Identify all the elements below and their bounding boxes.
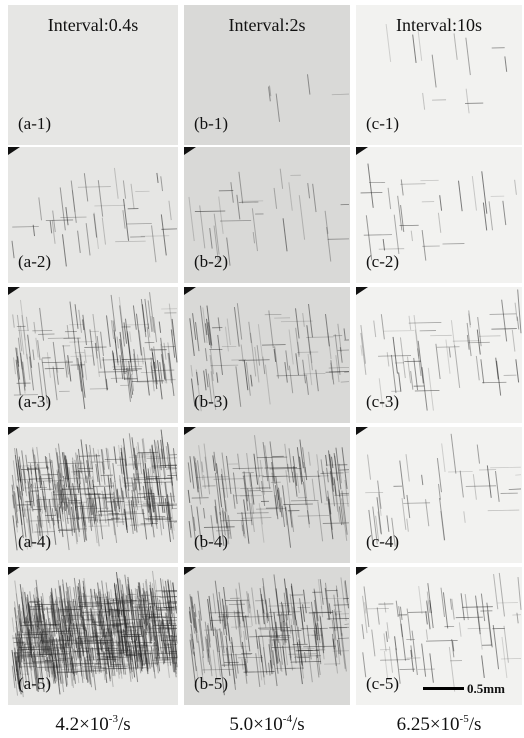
micrograph-panel: (b-2) [184, 147, 350, 283]
panel-label: (c-3) [366, 392, 399, 411]
slip-line [36, 506, 61, 507]
slip-line [295, 656, 321, 657]
column-header: Interval:2s [229, 15, 306, 35]
slip-line [12, 227, 39, 228]
slip-line [166, 469, 177, 470]
micrograph-panel: (a-5) [8, 567, 178, 705]
slip-line [110, 642, 136, 643]
micrograph-panel: (c-3) [356, 287, 522, 423]
slip-line [61, 669, 89, 670]
slip-line [501, 658, 521, 659]
slip-line [126, 654, 152, 655]
slip-line [341, 382, 349, 383]
slip-line [60, 217, 86, 218]
slip-line [291, 500, 319, 501]
slip-line [211, 365, 239, 366]
slip-line [509, 489, 521, 490]
panel-label: (a-3) [18, 392, 51, 411]
rate-base: 6.25×10 [397, 714, 460, 735]
column-header: Interval:10s [396, 15, 482, 35]
slip-line [289, 654, 317, 655]
slip-line [141, 236, 169, 237]
panel-label: (c-1) [366, 114, 399, 133]
panel-label: (c-5) [366, 674, 399, 693]
slip-line [99, 372, 127, 373]
micrograph-panel: (c-4) [356, 427, 522, 563]
slip-line [490, 314, 517, 315]
slip-line [146, 519, 171, 520]
slip-line [306, 337, 333, 338]
slip-line [46, 220, 73, 221]
slip-line [107, 519, 134, 520]
slip-line [162, 591, 177, 592]
panel-label: (b-3) [194, 392, 228, 411]
rate-unit: /s [292, 714, 305, 735]
slip-line [96, 625, 123, 626]
slip-line [515, 475, 521, 476]
panel-label: (b-4) [194, 532, 228, 551]
slip-line [400, 184, 425, 185]
strain-rate: 4.2×10-3/s [55, 713, 130, 735]
panel-label: (a-1) [18, 114, 51, 133]
slip-line [262, 476, 288, 477]
strain-rate: 6.25×10-5/s [397, 713, 482, 735]
slip-line [59, 529, 87, 530]
slip-line [48, 338, 75, 339]
column-header: Interval:0.4s [48, 15, 138, 35]
rate-unit: /s [118, 714, 131, 735]
slip-line [12, 638, 38, 639]
panel-label: (c-4) [366, 532, 399, 551]
rate-base: 4.2×10 [55, 714, 108, 735]
slip-line [456, 617, 483, 618]
panel-label: (a-2) [18, 252, 51, 271]
micrograph-panel: (a-3) [8, 287, 178, 423]
panel-label: (b-5) [194, 674, 228, 693]
slip-line [127, 223, 152, 224]
panel-label: (a-5) [18, 674, 51, 693]
slip-line [379, 249, 404, 250]
micrograph-panel: (a-4) [8, 427, 178, 563]
slip-line [364, 235, 392, 236]
micrograph-panel: (b-4) [184, 427, 350, 563]
panel-label: (b-2) [194, 252, 228, 271]
slip-line [453, 341, 480, 342]
panel-label: (c-2) [366, 252, 399, 271]
slip-line [23, 663, 51, 664]
slip-line [288, 649, 314, 650]
micrograph-panel: (c-2) [356, 147, 522, 283]
micrograph-panel: (b-5) [184, 567, 350, 705]
scale-bar [423, 687, 464, 690]
strain-rate: 5.0×10-4/s [229, 713, 304, 735]
slip-line [491, 329, 516, 330]
slip-line [118, 668, 146, 669]
rate-unit: /s [469, 714, 482, 735]
micrograph-panel: (b-3) [184, 287, 350, 423]
panel-label: (a-4) [18, 532, 51, 551]
scale-bar-label: 0.5mm [467, 681, 505, 696]
panel-label: (b-1) [194, 114, 228, 133]
rate-base: 5.0×10 [229, 714, 282, 735]
figure: (a-1) (a-2) (a-3) (a-4) (a-5) Interval:0.4s 4.… [0, 0, 524, 738]
micrograph-panel: (a-2) [8, 147, 178, 283]
